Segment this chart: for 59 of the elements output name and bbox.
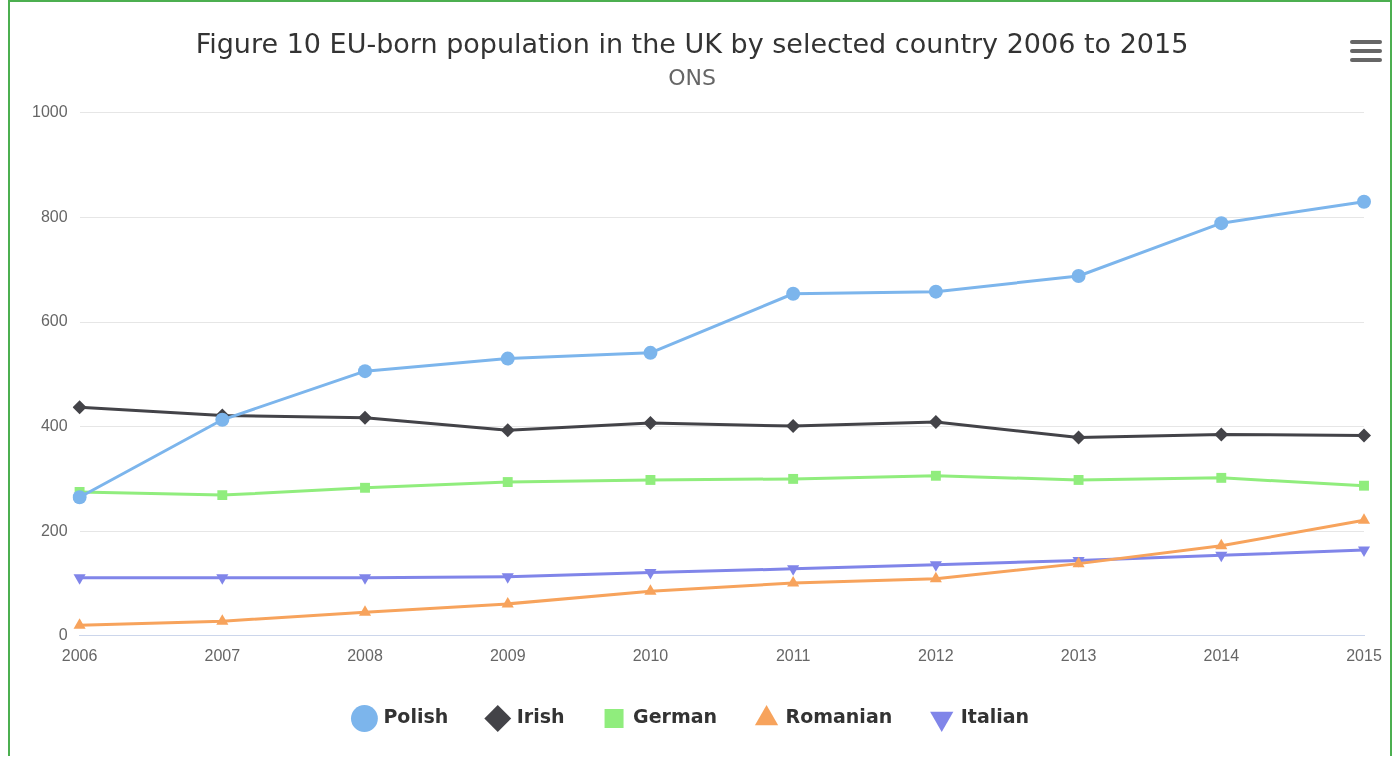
point [928, 284, 943, 299]
point [1215, 538, 1228, 550]
point [502, 477, 513, 487]
point [215, 412, 230, 427]
point [1071, 268, 1086, 283]
point [500, 351, 515, 366]
point [1357, 428, 1371, 443]
point [72, 400, 87, 415]
y-tick-label: 200 [40, 521, 68, 539]
point [1216, 472, 1227, 483]
x-tick-label: 2011 [775, 646, 811, 664]
point [358, 410, 373, 425]
point [1073, 475, 1084, 485]
point [73, 618, 86, 629]
x-tick-label: 2014 [1203, 646, 1240, 664]
chart-subtitle: ONS [668, 65, 716, 91]
legend-label: Polish [383, 705, 449, 728]
point [645, 475, 656, 485]
x-tick-label: 2007 [204, 646, 241, 664]
point [786, 286, 801, 301]
point [358, 364, 373, 379]
x-tick-label: 2012 [918, 646, 954, 664]
point [1357, 513, 1371, 524]
x-tick-label: 2013 [1060, 646, 1097, 664]
y-tick-label: 0 [58, 626, 68, 644]
legend-label: Italian [960, 705, 1030, 728]
point [930, 470, 941, 481]
point [360, 482, 370, 493]
point [501, 596, 514, 608]
y-tick-label: 400 [40, 417, 68, 435]
point [1214, 427, 1229, 442]
legend-label: German [633, 705, 718, 728]
point [788, 473, 799, 484]
point [500, 423, 515, 438]
point [1214, 216, 1229, 231]
x-tick-label: 2015 [1346, 646, 1382, 664]
chart-title: Figure 10 EU-born population in the UK by selected country 2006 to 2015 [195, 28, 1189, 60]
point [1071, 430, 1086, 445]
x-tick-label: 2010 [632, 646, 669, 664]
legend-label: Romanian [785, 705, 893, 728]
y-tick-label: 1000 [32, 103, 68, 121]
y-tick-label: 800 [40, 207, 68, 225]
x-tick-label: 2006 [61, 646, 98, 664]
point [216, 614, 229, 625]
point [1357, 194, 1371, 209]
point [929, 571, 942, 583]
point [72, 490, 87, 505]
point [786, 419, 801, 434]
point [643, 345, 658, 360]
y-tick-label: 600 [40, 312, 68, 330]
point [643, 415, 658, 430]
point [1359, 480, 1369, 491]
point [928, 414, 943, 429]
legend-label: Irish [516, 705, 565, 728]
point [644, 584, 657, 595]
x-tick-label: 2008 [347, 646, 383, 664]
point [217, 490, 228, 501]
point [358, 605, 372, 616]
x-tick-label: 2009 [489, 646, 526, 664]
